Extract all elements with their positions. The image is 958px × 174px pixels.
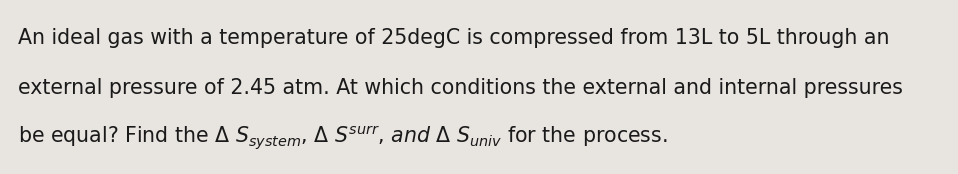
Text: external pressure of 2.45 atm. At which conditions the external and internal pre: external pressure of 2.45 atm. At which … bbox=[18, 78, 902, 98]
Text: be equal? Find the $\mathregular{\Delta}$ $S_{\mathit{system}}$, $\mathregular{\: be equal? Find the $\mathregular{\Delta}… bbox=[18, 124, 668, 152]
Text: An ideal gas with a temperature of 25degC is compressed from 13L to 5L through a: An ideal gas with a temperature of 25deg… bbox=[18, 28, 889, 48]
